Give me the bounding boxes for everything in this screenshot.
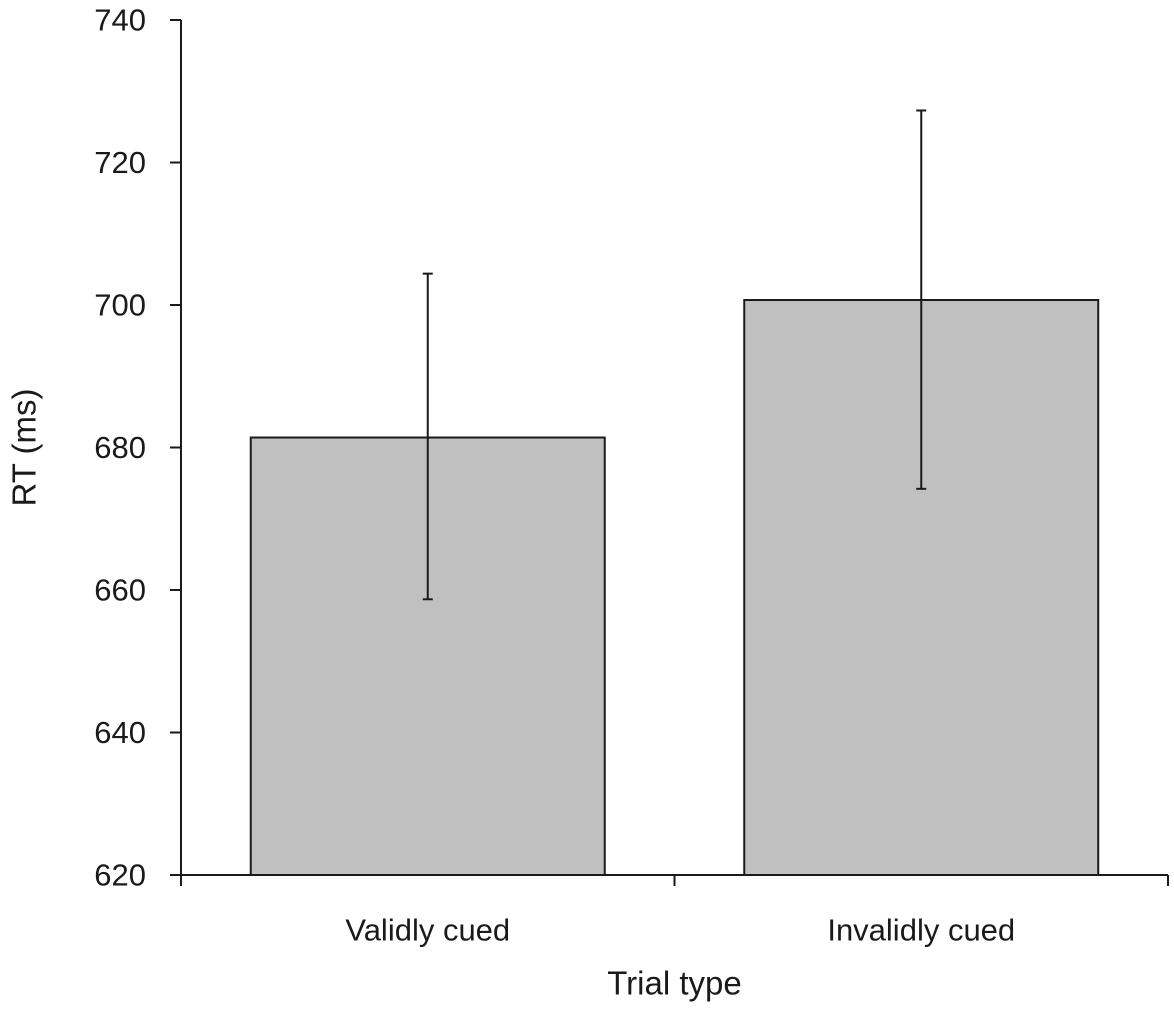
y-tick-label-660: 660 (94, 573, 146, 608)
y-tick-label-700: 700 (94, 288, 146, 323)
plot-area: 620 640 660 680 700 720 740 Validly cued Invalid… (94, 3, 1169, 948)
y-tick-label-680: 680 (94, 430, 146, 465)
x-axis-title: Trial type (607, 965, 741, 1002)
x-tick-label-2: Invalidly cued (827, 913, 1015, 948)
y-axis-title: RT (ms) (6, 389, 43, 507)
y-tick-label-740: 740 (94, 3, 146, 38)
y-tick-label-720: 720 (94, 145, 146, 180)
x-tick-label-1: Validly cued (345, 913, 510, 948)
y-tick-label-640: 640 (94, 715, 146, 750)
y-tick-label-620: 620 (94, 858, 146, 893)
